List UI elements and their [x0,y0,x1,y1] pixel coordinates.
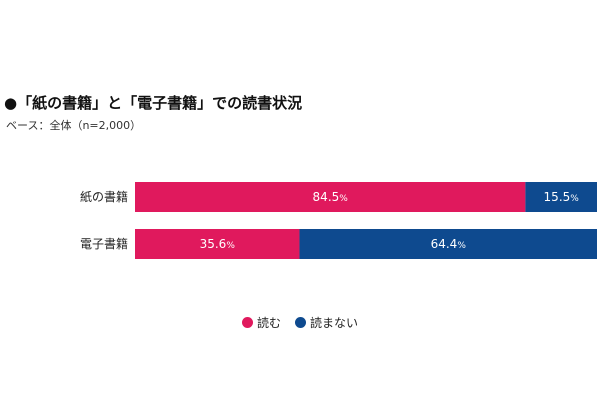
bar-not-read [525,182,597,212]
data-label: 64.4% [431,237,467,251]
data-label: 15.5% [544,190,580,204]
chart-legend: 読む 読まない [0,314,600,331]
bar-read [135,182,526,212]
legend-swatch-read [241,317,253,328]
data-label: 84.5% [313,190,349,204]
chart-title: ●「紙の書籍」と「電子書籍」での読書状況 [4,94,303,112]
legend-label-read: 読む [256,316,281,330]
category-label: 紙の書籍 [80,189,128,204]
legend-label-not-read: 読まない [310,316,359,330]
bar-not-read [299,229,597,259]
category-label: 電子書籍 [80,236,128,251]
legend-item-not-read: 読まない [295,314,358,331]
legend-item-read: 読む [241,314,281,331]
bar-read [135,229,300,259]
legend-swatch-not-read [295,317,306,328]
chart-subtitle: ベース：全体（n=2,000） [6,119,142,132]
data-label: 35.6% [200,237,236,251]
